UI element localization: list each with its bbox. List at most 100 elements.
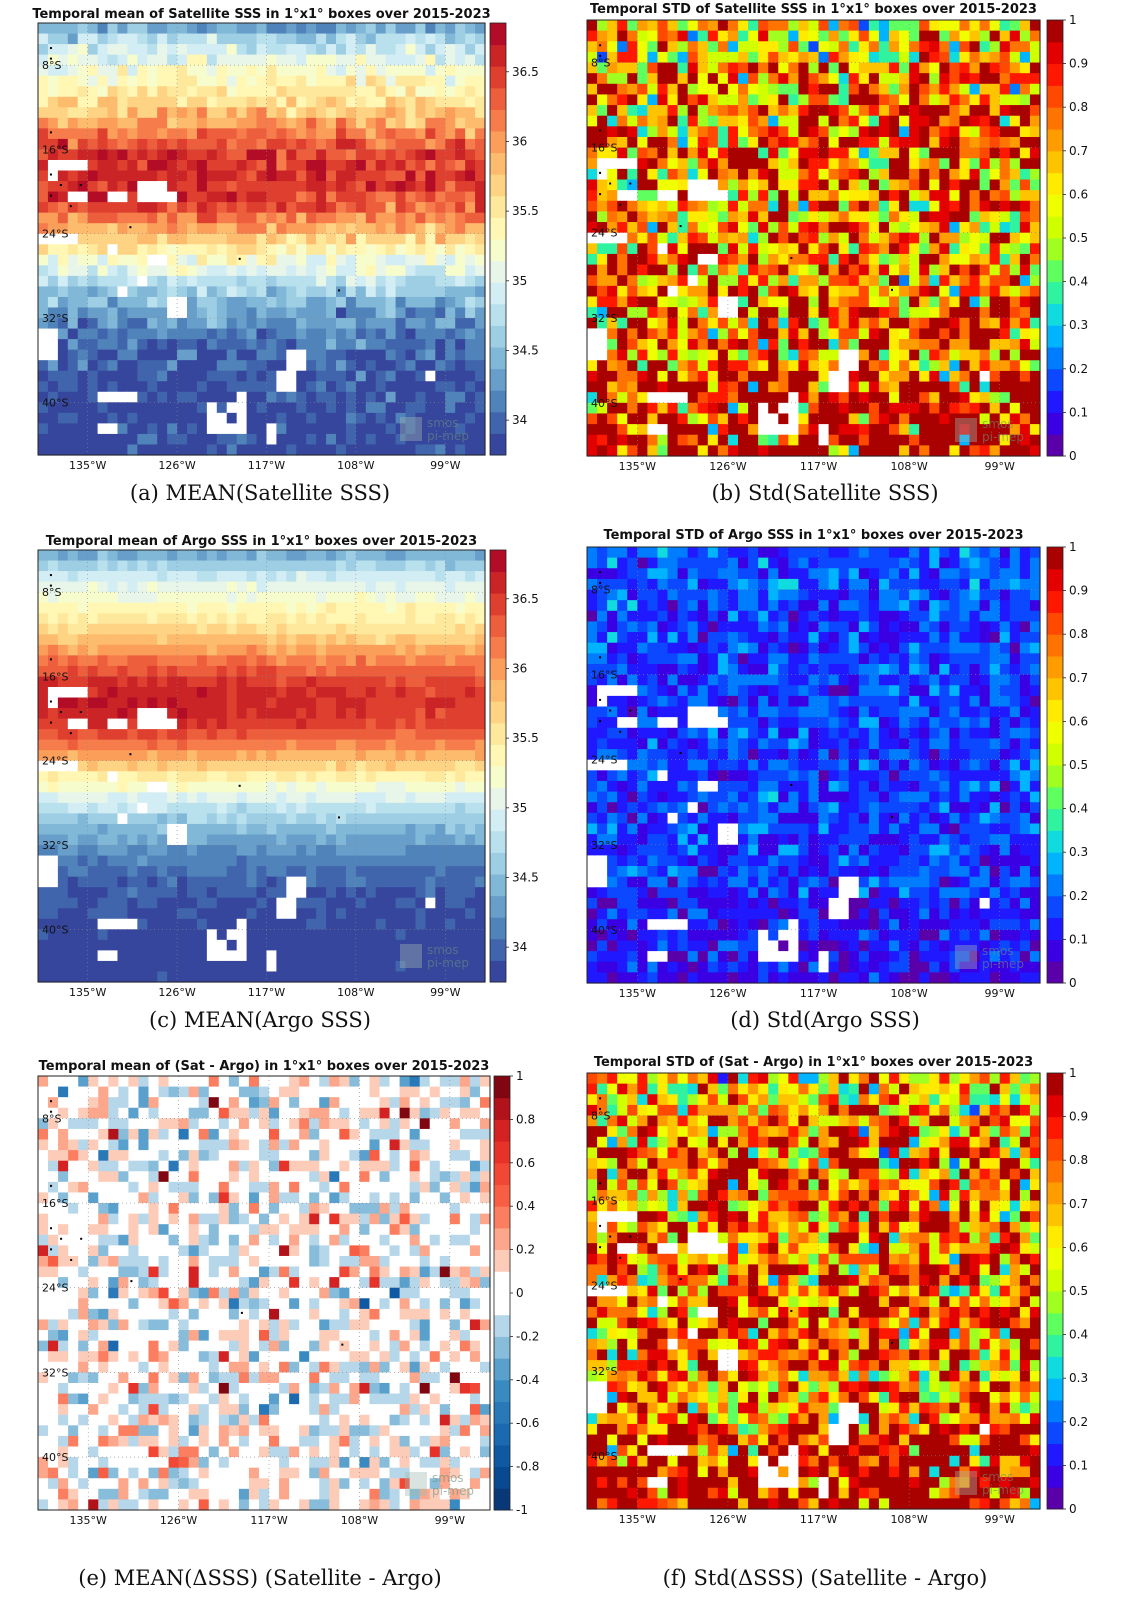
heatmap-cell (127, 86, 138, 98)
heatmap-cell (296, 23, 307, 35)
heatmap-cell (365, 792, 377, 804)
heatmap-cell (196, 771, 208, 783)
heatmap-cell (296, 792, 307, 804)
heatmap-cell (137, 244, 148, 256)
heatmap-cell (97, 634, 109, 646)
heatmap-cell (617, 275, 628, 287)
heatmap-cell (969, 30, 981, 42)
heatmap-cell (266, 117, 277, 129)
heatmap-cell (1019, 211, 1031, 223)
heatmap-cell (296, 708, 307, 720)
heatmap-cell (677, 360, 689, 372)
heatmap-cell (848, 126, 860, 138)
heatmap-cell (196, 708, 208, 720)
heatmap-cell (425, 739, 436, 751)
heatmap-cell (1029, 434, 1041, 446)
heatmap-cell (627, 264, 638, 276)
heatmap-cell (67, 781, 79, 793)
heatmap-cell (878, 339, 890, 351)
heatmap-cell (1019, 83, 1031, 96)
heatmap-cell (919, 392, 930, 404)
heatmap-cell (465, 339, 476, 351)
heatmap-cell (256, 170, 268, 182)
heatmap-cell (637, 222, 648, 234)
heatmap-cell (336, 244, 347, 256)
heatmap-cell (236, 676, 248, 688)
heatmap-cell (697, 275, 709, 287)
heatmap-cell (187, 444, 198, 456)
heatmap-cell (405, 623, 417, 635)
heatmap-cell (216, 602, 228, 614)
heatmap-cell (375, 391, 387, 403)
heatmap-cell (266, 613, 277, 625)
heatmap-cell (939, 179, 950, 191)
heatmap-cell (465, 307, 476, 319)
heatmap-cell (878, 360, 890, 372)
heatmap-cell (77, 771, 89, 783)
heatmap-cell (47, 149, 59, 161)
heatmap-cell (445, 602, 456, 614)
lat-tick-label: 32°S (42, 312, 68, 325)
heatmap-cell (727, 115, 739, 127)
heatmap-cell (316, 686, 327, 699)
heatmap-cell (395, 244, 407, 256)
heatmap-cell (216, 571, 228, 583)
heatmap-cell (738, 275, 749, 287)
heatmap-cell (236, 708, 248, 720)
heatmap-cell (246, 760, 258, 772)
heatmap-cell (929, 222, 940, 234)
heatmap-cell (1029, 73, 1041, 85)
heatmap-cell (788, 296, 799, 308)
heatmap-cell (919, 136, 930, 149)
heatmap-cell (969, 20, 981, 32)
heatmap-cell (167, 655, 178, 667)
heatmap-cell (415, 275, 426, 288)
heatmap-cell (989, 360, 1001, 372)
heatmap-cell (405, 170, 417, 182)
heatmap-cell (246, 212, 258, 224)
heatmap-cell (848, 62, 860, 74)
heatmap-cell (87, 686, 99, 699)
heatmap-cell (627, 115, 638, 127)
heatmap-cell (316, 181, 327, 193)
heatmap-cell (167, 402, 178, 414)
heatmap-cell (395, 560, 407, 572)
heatmap-cell (758, 168, 769, 181)
heatmap-cell (226, 433, 238, 446)
heatmap-cell (256, 560, 268, 572)
heatmap-cell (808, 20, 820, 32)
heatmap-cell (147, 781, 158, 793)
heatmap-cell (167, 750, 178, 762)
heatmap-cell (647, 168, 659, 181)
heatmap-cell (306, 75, 317, 87)
heatmap-cell (999, 30, 1011, 42)
heatmap-cell (758, 179, 769, 191)
heatmap-cell (127, 159, 138, 172)
heatmap-cell (647, 349, 659, 361)
heatmap-cell (127, 602, 138, 614)
heatmap-cell (187, 676, 198, 688)
heatmap-cell (87, 223, 99, 235)
heatmap-cell (355, 23, 367, 35)
heatmap-cell (196, 391, 208, 403)
heatmap-cell (1029, 296, 1041, 308)
heatmap-cell (667, 264, 679, 276)
heatmap-cell (758, 147, 769, 159)
heatmap-cell (306, 265, 317, 277)
heatmap-cell (196, 138, 208, 151)
heatmap-cell (455, 170, 466, 182)
heatmap-cell (455, 339, 466, 351)
heatmap-cell (206, 202, 218, 214)
heatmap-cell (147, 750, 158, 762)
heatmap-cell (47, 223, 59, 235)
heatmap-cell (336, 223, 347, 235)
heatmap-cell (157, 718, 168, 730)
heatmap-cell (375, 86, 387, 98)
heatmap-cell (67, 223, 79, 235)
heatmap-cell (838, 370, 850, 383)
heatmap-cell (818, 147, 830, 159)
heatmap-cell (848, 445, 860, 457)
heatmap-cell (909, 222, 920, 234)
heatmap-cell (748, 317, 759, 329)
heatmap-cell (107, 665, 119, 678)
